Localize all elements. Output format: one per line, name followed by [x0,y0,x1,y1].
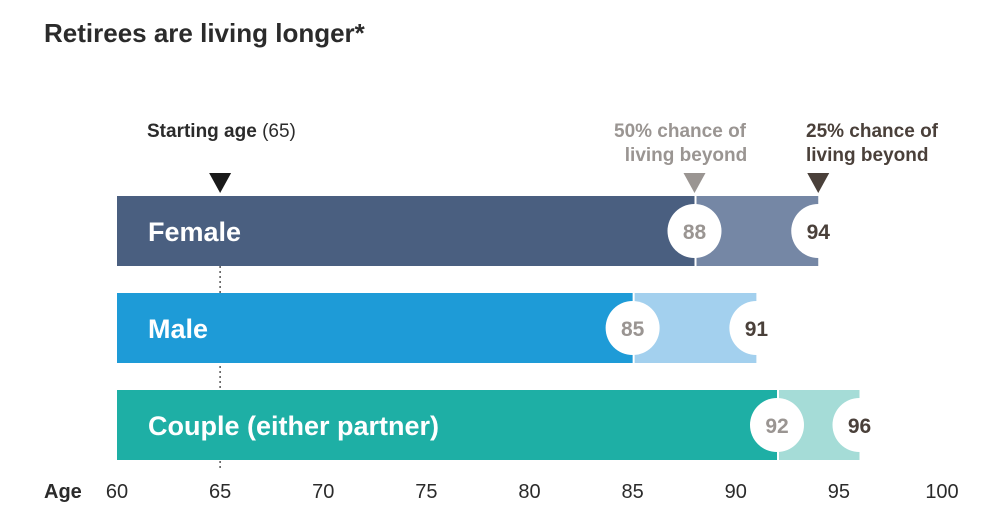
chart-title: Retirees are living longer* [44,18,365,48]
starting-age-label: Starting age (65) [147,121,296,142]
x-tick-70: 70 [312,481,334,503]
marker-circle-male-25 [729,301,784,355]
marker-value-male-25: 91 [745,318,769,341]
marker-value-female-50: 88 [683,221,707,244]
x-tick-65: 65 [209,481,231,503]
annotation-25-line-1: 25% chance of [806,121,939,142]
bar-label-male: Male [148,314,208,344]
bar-female-median [117,196,695,266]
marker-value-female-25: 94 [807,221,831,244]
x-tick-95: 95 [828,481,850,503]
bar-couple-median [117,390,777,460]
marker-circle-male-50 [605,301,660,355]
x-tick-80: 80 [518,481,540,503]
bar-label-female: Female [148,217,241,247]
marker-25-triangle-icon [807,173,830,193]
x-tick-60: 60 [106,481,128,503]
x-tick-75: 75 [415,481,437,503]
x-axis-label: Age [44,481,82,503]
marker-circle-couple-25 [832,398,887,452]
annotation-50-line-2: living beyond [625,145,747,166]
x-tick-85: 85 [622,481,644,503]
marker-circle-female-50 [667,204,722,258]
x-tick-90: 90 [725,481,747,503]
bar-label-couple: Couple (either partner) [148,411,439,441]
marker-value-couple-50: 92 [765,415,788,438]
annotation-25-line-2: living beyond [806,145,928,166]
starting-age-marker-icon [209,173,232,193]
marker-value-couple-25: 96 [848,415,871,438]
marker-value-male-50: 85 [621,318,645,341]
marker-circle-female-25 [791,204,846,258]
x-tick-100: 100 [925,481,958,503]
annotation-50-line-1: 50% chance of [614,121,747,142]
bar-male-median [117,293,633,363]
marker-50-triangle-icon [683,173,706,193]
marker-circle-couple-50 [750,398,804,452]
